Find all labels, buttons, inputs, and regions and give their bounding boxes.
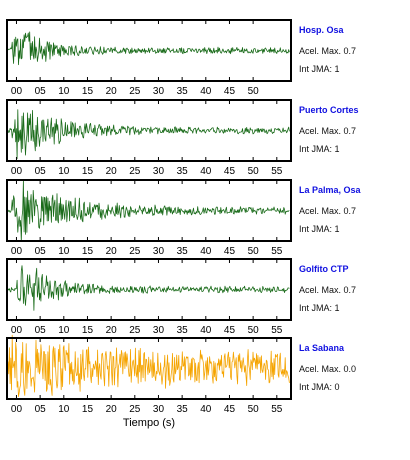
x-tick-label: 50 xyxy=(248,325,260,336)
x-tick-label: 45 xyxy=(224,246,236,257)
max-acceleration-label: Acel. Max. 0.7 xyxy=(299,126,356,136)
x-tick-label: 45 xyxy=(224,325,236,336)
x-tick-label: 35 xyxy=(177,325,189,336)
station-name: La Sabana xyxy=(299,343,345,353)
x-tick-label: 35 xyxy=(177,166,189,177)
x-axis-label: Tiempo (s) xyxy=(123,417,175,429)
x-tick-label: 20 xyxy=(106,246,118,257)
max-acceleration-label: Acel. Max. 0.7 xyxy=(299,285,356,295)
x-tick-label: 05 xyxy=(35,325,47,336)
x-tick-label: 20 xyxy=(106,166,118,177)
x-tick-label: 10 xyxy=(58,86,70,97)
x-tick-label: 40 xyxy=(200,325,212,336)
x-tick-label: 45 xyxy=(224,86,236,97)
x-tick-label: 05 xyxy=(35,166,47,177)
x-tick-label: 25 xyxy=(129,325,141,336)
x-tick-label: 25 xyxy=(129,404,141,415)
station-panel: 00 05 10 15 20 25 30 35 40 45 50 55 La Sabana Acel. M… xyxy=(6,334,356,415)
max-acceleration-label: Acel. Max. 0.7 xyxy=(299,46,356,56)
x-tick-label: 30 xyxy=(153,404,165,415)
x-tick-label: 15 xyxy=(82,325,94,336)
plot-frame xyxy=(6,337,292,400)
x-tick-label: 40 xyxy=(200,246,212,257)
plot-frame xyxy=(6,258,292,321)
x-tick-label: 20 xyxy=(106,404,118,415)
x-tick-label: 35 xyxy=(177,86,189,97)
x-tick-label: 15 xyxy=(82,246,94,257)
x-tick-label: 50 xyxy=(248,166,260,177)
x-tick-label: 55 xyxy=(271,246,283,257)
station-panel: 00 05 10 15 20 25 30 35 40 45 50 55 La Palma, Osa Ace… xyxy=(6,179,362,257)
x-tick-label: 40 xyxy=(200,166,212,177)
station-panel: 00 05 10 15 20 25 30 35 40 45 50 55 Puerto Cortes Ace… xyxy=(6,99,359,177)
waveform-series xyxy=(7,109,290,160)
x-tick-label: 00 xyxy=(11,166,23,177)
x-tick-label: 00 xyxy=(11,246,23,257)
x-tick-label: 15 xyxy=(82,86,94,97)
x-tick-label: 05 xyxy=(35,86,47,97)
x-tick-label: 10 xyxy=(58,404,70,415)
x-tick-label: 20 xyxy=(106,325,118,336)
jma-intensity-label: Int JMA: 1 xyxy=(299,224,340,234)
max-acceleration-label: Acel. Max. 0.7 xyxy=(299,206,356,216)
x-tick-label: 20 xyxy=(106,86,118,97)
x-tick-label: 35 xyxy=(177,246,189,257)
x-tick-label: 10 xyxy=(58,166,70,177)
x-tick-label: 55 xyxy=(271,325,283,336)
x-tick-label: 30 xyxy=(153,86,165,97)
plot-frame xyxy=(6,179,292,242)
x-tick-label: 50 xyxy=(248,404,260,415)
x-tick-label: 30 xyxy=(153,166,165,177)
station-name: Puerto Cortes xyxy=(299,105,359,115)
plot-frame xyxy=(6,99,292,162)
station-name: Golfito CTP xyxy=(299,264,349,274)
station-name: Hosp. Osa xyxy=(299,25,345,35)
plot-frame xyxy=(6,19,292,82)
waveform-series xyxy=(7,265,290,311)
x-tick-label: 40 xyxy=(200,86,212,97)
x-tick-label: 00 xyxy=(11,325,23,336)
jma-intensity-label: Int JMA: 1 xyxy=(299,64,340,74)
station-panel: 00 05 10 15 20 25 30 35 40 45 50 55 Golfito CTP Acel.… xyxy=(6,258,356,336)
waveform-series xyxy=(7,31,290,66)
x-tick-label: 15 xyxy=(82,166,94,177)
x-tick-label: 55 xyxy=(271,166,283,177)
waveform-series xyxy=(7,334,290,398)
x-tick-label: 45 xyxy=(224,404,236,415)
x-tick-label: 35 xyxy=(177,404,189,415)
jma-intensity-label: Int JMA: 1 xyxy=(299,144,340,154)
max-acceleration-label: Acel. Max. 0.0 xyxy=(299,364,356,374)
jma-intensity-label: Int JMA: 0 xyxy=(299,382,340,392)
x-tick-label: 10 xyxy=(58,325,70,336)
x-tick-label: 00 xyxy=(11,86,23,97)
x-tick-label: 05 xyxy=(35,404,47,415)
x-tick-label: 45 xyxy=(224,166,236,177)
waveform-series xyxy=(7,180,290,242)
x-tick-label: 55 xyxy=(271,404,283,415)
jma-intensity-label: Int JMA: 1 xyxy=(299,303,340,313)
x-tick-label: 30 xyxy=(153,325,165,336)
station-name: La Palma, Osa xyxy=(299,185,362,195)
x-tick-label: 30 xyxy=(153,246,165,257)
x-tick-label: 40 xyxy=(200,404,212,415)
x-tick-label: 00 xyxy=(11,404,23,415)
x-tick-label: 25 xyxy=(129,86,141,97)
x-tick-label: 50 xyxy=(248,86,260,97)
x-tick-label: 15 xyxy=(82,404,94,415)
x-tick-label: 05 xyxy=(35,246,47,257)
x-tick-label: 25 xyxy=(129,166,141,177)
x-tick-label: 25 xyxy=(129,246,141,257)
x-tick-label: 10 xyxy=(58,246,70,257)
x-tick-label: 50 xyxy=(248,246,260,257)
